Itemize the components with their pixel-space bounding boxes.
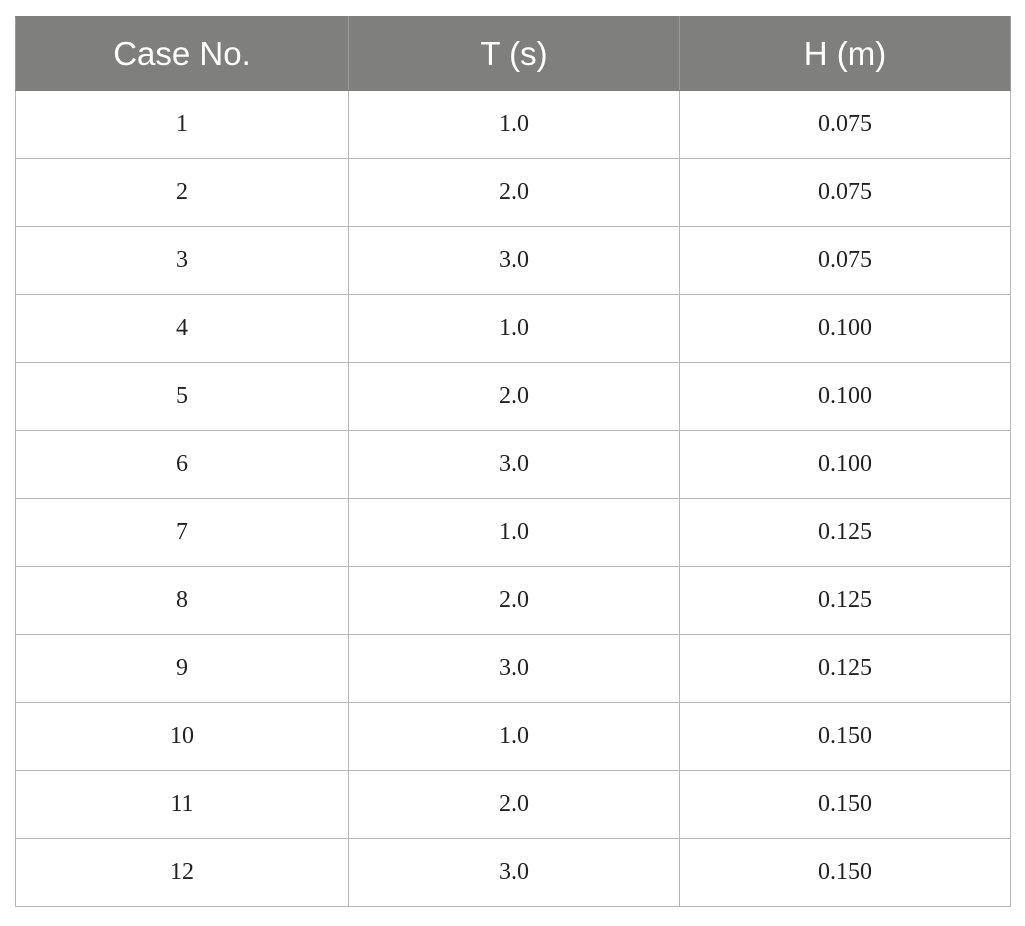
cell-period: 3.0 xyxy=(348,838,680,907)
cell-case-no: 12 xyxy=(15,838,349,907)
data-table: Case No. T (s) H (m) 1 1.0 0.075 2 2.0 0… xyxy=(15,16,1011,907)
cell-case-no: 1 xyxy=(15,90,349,159)
table-row: 4 1.0 0.100 xyxy=(15,294,1011,363)
table-row: 3 3.0 0.075 xyxy=(15,226,1011,295)
table-row: 8 2.0 0.125 xyxy=(15,566,1011,635)
table-row: 6 3.0 0.100 xyxy=(15,430,1011,499)
cell-period: 2.0 xyxy=(348,566,680,635)
table-row: 5 2.0 0.100 xyxy=(15,362,1011,431)
cell-height: 0.125 xyxy=(679,634,1011,703)
cell-case-no: 7 xyxy=(15,498,349,567)
cell-period: 3.0 xyxy=(348,226,680,295)
cell-height: 0.075 xyxy=(679,90,1011,159)
cell-height: 0.100 xyxy=(679,294,1011,363)
header-case-no: Case No. xyxy=(15,16,349,91)
table-row: 11 2.0 0.150 xyxy=(15,770,1011,839)
table-header: Case No. T (s) H (m) xyxy=(15,16,1011,91)
cell-case-no: 5 xyxy=(15,362,349,431)
table-row: 12 3.0 0.150 xyxy=(15,838,1011,907)
header-period: T (s) xyxy=(348,16,680,91)
cell-period: 1.0 xyxy=(348,294,680,363)
cell-period: 2.0 xyxy=(348,362,680,431)
header-row: Case No. T (s) H (m) xyxy=(15,16,1011,91)
cell-period: 2.0 xyxy=(348,770,680,839)
cell-height: 0.150 xyxy=(679,770,1011,839)
cell-case-no: 9 xyxy=(15,634,349,703)
cell-height: 0.125 xyxy=(679,566,1011,635)
cell-case-no: 3 xyxy=(15,226,349,295)
cell-period: 3.0 xyxy=(348,634,680,703)
cell-period: 2.0 xyxy=(348,158,680,227)
cell-period: 1.0 xyxy=(348,498,680,567)
cell-height: 0.150 xyxy=(679,702,1011,771)
table-row: 9 3.0 0.125 xyxy=(15,634,1011,703)
header-height: H (m) xyxy=(679,16,1011,91)
data-table-container: Case No. T (s) H (m) 1 1.0 0.075 2 2.0 0… xyxy=(15,16,1011,907)
cell-period: 1.0 xyxy=(348,702,680,771)
cell-height: 0.100 xyxy=(679,430,1011,499)
cell-case-no: 8 xyxy=(15,566,349,635)
table-row: 7 1.0 0.125 xyxy=(15,498,1011,567)
cell-height: 0.100 xyxy=(679,362,1011,431)
cell-height: 0.150 xyxy=(679,838,1011,907)
cell-period: 1.0 xyxy=(348,90,680,159)
table-body: 1 1.0 0.075 2 2.0 0.075 3 3.0 0.075 4 1.… xyxy=(15,90,1011,907)
table-row: 10 1.0 0.150 xyxy=(15,702,1011,771)
cell-case-no: 2 xyxy=(15,158,349,227)
cell-period: 3.0 xyxy=(348,430,680,499)
cell-case-no: 4 xyxy=(15,294,349,363)
cell-case-no: 6 xyxy=(15,430,349,499)
table-row: 2 2.0 0.075 xyxy=(15,158,1011,227)
table-row: 1 1.0 0.075 xyxy=(15,90,1011,159)
cell-height: 0.075 xyxy=(679,226,1011,295)
cell-case-no: 10 xyxy=(15,702,349,771)
cell-height: 0.125 xyxy=(679,498,1011,567)
cell-height: 0.075 xyxy=(679,158,1011,227)
cell-case-no: 11 xyxy=(15,770,349,839)
